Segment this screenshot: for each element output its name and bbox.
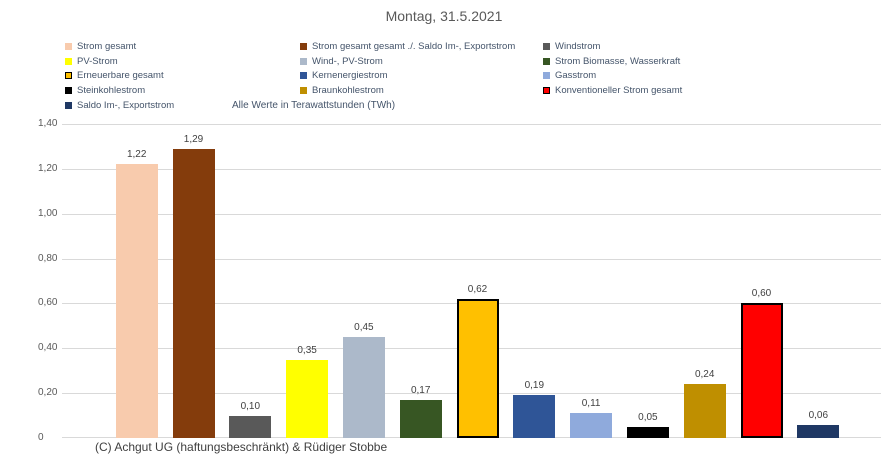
legend-item-label: Braunkohlestrom <box>312 84 384 96</box>
legend-item: Erneuerbare gesamt <box>65 70 300 81</box>
bar-value-label: 0,62 <box>467 283 488 295</box>
legend-swatch-icon <box>300 86 307 94</box>
plot-area: 1,22 1,29 0,10 0,35 0,45 0,17 0,62 0,19 0,11 0,05… <box>62 124 881 438</box>
legend-item: Strom gesamt <box>65 41 300 52</box>
bar-strom-biomasse-wasserkraft <box>399 399 442 438</box>
legend-item: Saldo Im-, Exportstrom <box>65 100 300 111</box>
y-axis-tick-label: 1,20 <box>38 162 58 174</box>
bar-value-label: 0,35 <box>297 344 317 356</box>
gridline <box>62 258 881 260</box>
legend-item: Wind-, PV-Strom <box>300 56 543 67</box>
bar-erneuerbare-gesamt <box>456 298 499 438</box>
legend-item-label: Strom gesamt <box>77 40 137 52</box>
y-axis-tick-label: 0,40 <box>38 342 58 354</box>
bar-braunkohlestrom <box>683 384 726 438</box>
y-axis-tick-label: 1,00 <box>38 207 58 219</box>
bar-steinkohlestrom <box>626 426 669 438</box>
legend-swatch-icon <box>543 42 550 50</box>
legend: Strom gesamt Strom gesamt gesamt ./. Sald… <box>65 39 682 112</box>
legend-item: Braunkohlestrom <box>300 85 543 96</box>
legend-item-label: Konventioneller Strom gesamt <box>555 84 683 96</box>
bar-gasstrom <box>570 413 613 438</box>
gridline <box>62 124 881 125</box>
legend-row: Saldo Im-, Exportstrom <box>65 98 682 113</box>
bar-pv-strom <box>286 359 329 438</box>
y-axis-tick-label: 0,80 <box>38 252 58 264</box>
bar-value-label: 0,17 <box>410 384 431 396</box>
legend-item: Strom gesamt gesamt ./. Saldo Im-, Expor… <box>300 41 543 52</box>
y-axis-tick-label: 1,40 <box>38 118 58 129</box>
y-axis-tick-label: 0,60 <box>38 297 58 309</box>
legend-item-label: Steinkohlestrom <box>77 84 146 96</box>
legend-swatch-icon <box>543 72 550 80</box>
legend-item: Windstrom <box>543 41 600 52</box>
legend-item: Steinkohlestrom <box>65 85 300 96</box>
bar-strom-gesamt-gesamt-saldo-im-exportstrom <box>172 148 215 438</box>
legend-row: Erneuerbare gesamt Kernenergiestrom Gasstr… <box>65 68 682 83</box>
legend-swatch-icon <box>300 72 307 80</box>
bar-value-label: 0,11 <box>581 398 601 410</box>
legend-item-label: Windstrom <box>555 40 601 52</box>
bar-value-label: 1,22 <box>126 149 147 161</box>
legend-swatch-icon <box>300 42 307 50</box>
bar-value-label: 0,19 <box>524 380 545 392</box>
legend-row: Strom gesamt Strom gesamt gesamt ./. Sald… <box>65 39 682 54</box>
gridline <box>62 213 881 215</box>
chart-title: Montag, 31.5.2021 <box>385 8 503 24</box>
legend-item-label: PV-Strom <box>77 55 118 67</box>
legend-swatch-icon <box>65 57 72 65</box>
bar-value-label: 0,45 <box>354 322 374 334</box>
legend-swatch-icon <box>65 72 72 80</box>
legend-item: PV-Strom <box>65 56 300 67</box>
legend-item: Konventioneller Strom gesamt <box>543 85 682 96</box>
bar-wind-pv-strom <box>342 337 385 438</box>
bar-saldo-im-exportstrom <box>797 424 840 438</box>
legend-item: Gasstrom <box>543 70 596 81</box>
bar-strom-gesamt <box>115 164 158 438</box>
legend-swatch-icon <box>65 86 72 94</box>
bar-value-label: 0,06 <box>808 409 829 421</box>
legend-item-label: Strom gesamt gesamt ./. Saldo Im-, Expor… <box>312 40 516 52</box>
legend-row: Steinkohlestrom Braunkohlestrom Konvention… <box>65 83 682 98</box>
legend-item-label: Kernenergiestrom <box>312 70 388 82</box>
legend-swatch-icon <box>543 86 550 94</box>
unit-note: Alle Werte in Terawattstunden (TWh) <box>232 100 396 111</box>
y-axis-tick-label: 0,20 <box>38 387 58 399</box>
legend-item-label: Erneuerbare gesamt <box>77 70 164 82</box>
legend-swatch-icon <box>300 57 307 65</box>
bar-value-label: 0,24 <box>694 369 715 381</box>
legend-item: Strom Biomasse, Wasserkraft <box>543 56 680 67</box>
bar-value-label: 1,29 <box>183 133 204 145</box>
bar-konventioneller-strom-gesamt <box>740 303 783 438</box>
legend-swatch-icon <box>65 101 72 109</box>
bar-value-label: 0,10 <box>240 400 261 412</box>
legend-item-label: Wind-, PV-Strom <box>312 55 383 67</box>
bar-value-label: 0,60 <box>751 288 772 300</box>
legend-swatch-icon <box>543 57 550 65</box>
copyright-note: (C) Achgut UG (haftungsbeschränkt) & Rüd… <box>95 440 388 454</box>
legend-item: Kernenergiestrom <box>300 70 543 81</box>
legend-swatch-icon <box>65 42 72 50</box>
bar-windstrom <box>229 415 272 438</box>
bar-kernenergiestrom <box>513 395 556 438</box>
legend-item-label: Saldo Im-, Exportstrom <box>77 99 175 111</box>
legend-item-label: Gasstrom <box>555 70 597 82</box>
y-axis-tick-label: 0 <box>38 432 44 443</box>
legend-item-label: Strom Biomasse, Wasserkraft <box>555 55 681 67</box>
bar-value-label: 0,05 <box>638 411 658 423</box>
gridline <box>62 168 881 170</box>
legend-row: PV-Strom Wind-, PV-Strom Strom Biomasse, W… <box>65 54 682 69</box>
